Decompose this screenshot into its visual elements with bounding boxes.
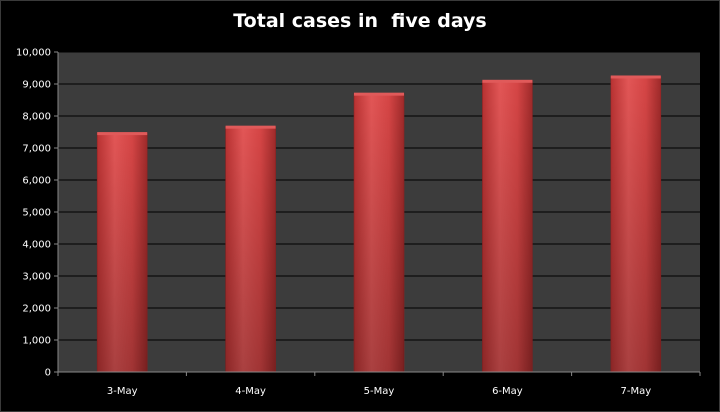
y-tick-label: 4,000 xyxy=(22,240,51,251)
bar-shade xyxy=(354,93,404,372)
bar-top xyxy=(482,79,533,83)
bar-shade xyxy=(97,133,148,372)
x-tick-label: 4-May xyxy=(235,386,266,397)
x-tick-label: 3-May xyxy=(107,386,138,397)
x-tick-label: 5-May xyxy=(364,386,395,397)
y-tick-label: 2,000 xyxy=(22,304,51,315)
y-tick-label: 6,000 xyxy=(22,176,51,187)
bar-top xyxy=(97,132,148,136)
chart-title: Total cases in five days xyxy=(233,10,487,32)
y-tick-label: 1,000 xyxy=(22,336,51,347)
bar-shade xyxy=(482,80,533,373)
bars xyxy=(96,75,662,373)
bar-shade xyxy=(225,126,276,372)
bar xyxy=(482,79,533,373)
y-tick-label: 0 xyxy=(45,368,51,379)
x-tick-label: 6-May xyxy=(492,386,523,397)
bar xyxy=(353,92,405,373)
y-axis: 0 1,000 2,000 3,000 4,000 5,000 6,000 7,000 8,00… xyxy=(16,48,59,379)
bar xyxy=(610,75,662,373)
x-axis: 3-May 4-May 5-May 6-May 7-May xyxy=(57,371,701,397)
y-tick-label: 5,000 xyxy=(22,208,51,219)
bar-top xyxy=(610,75,661,79)
bar xyxy=(225,125,276,373)
x-tick-label: 7-May xyxy=(620,386,651,397)
y-tick-label: 10,000 xyxy=(16,48,51,59)
bar-top xyxy=(354,92,404,96)
y-tick-label: 9,000 xyxy=(22,80,51,91)
y-tick-label: 7,000 xyxy=(22,144,51,155)
y-tick-label: 3,000 xyxy=(22,272,51,283)
y-tick-label: 8,000 xyxy=(22,112,51,123)
bar-shade xyxy=(610,76,661,372)
bar xyxy=(96,132,148,373)
bar-top xyxy=(225,125,276,129)
